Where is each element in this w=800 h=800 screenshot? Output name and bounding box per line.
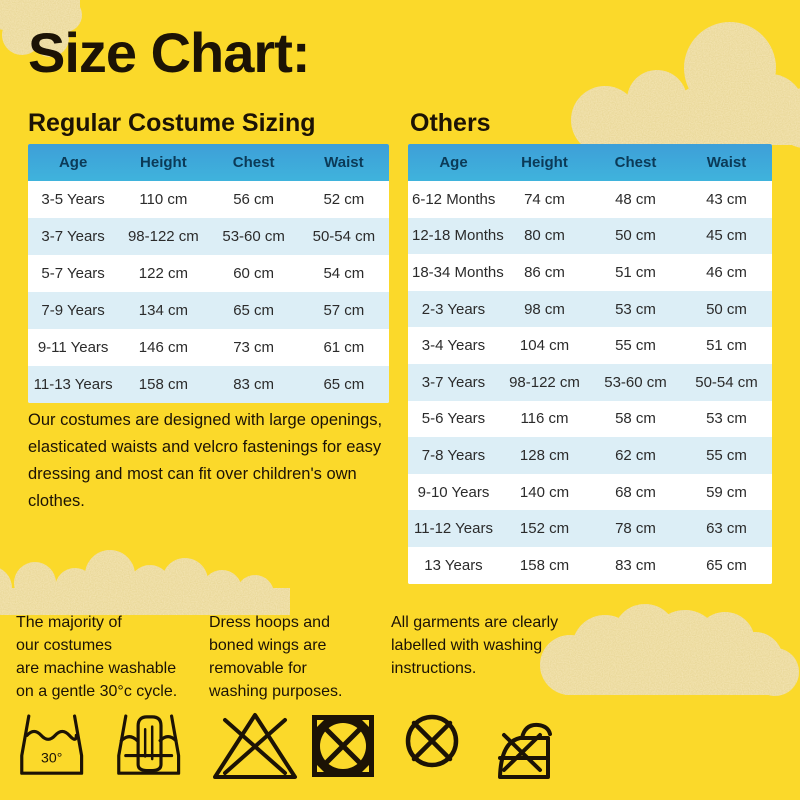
svg-text:30°: 30° [41, 750, 62, 766]
